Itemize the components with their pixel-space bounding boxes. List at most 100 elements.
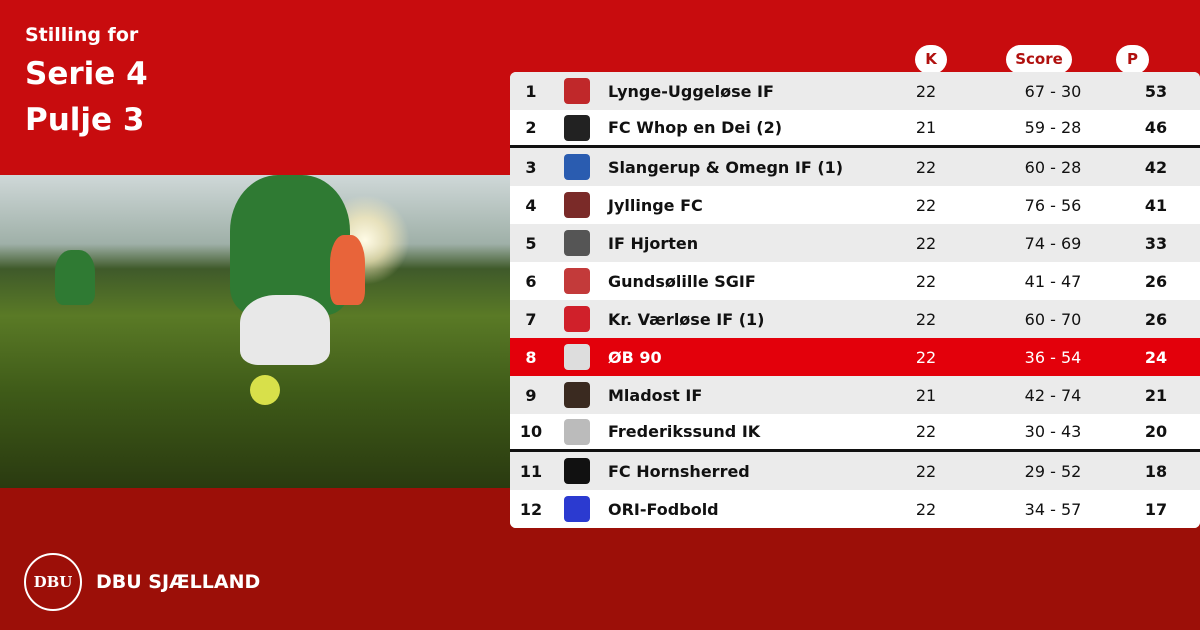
team-name: Frederikssund IK: [608, 422, 761, 441]
team-name: Lynge-Uggeløse IF: [608, 81, 774, 101]
score-cell: 76 - 56: [1024, 195, 1082, 215]
team-logo-icon: [564, 344, 590, 370]
team-name: IF Hjorten: [608, 233, 699, 253]
points-cell: 33: [1144, 233, 1168, 253]
points-cell: 53: [1144, 81, 1168, 101]
matches-cell: 21: [915, 118, 937, 137]
dbu-seal-logo: DBU: [24, 553, 82, 611]
title-series: Serie 4: [25, 56, 148, 92]
position-cell: 10: [519, 422, 543, 441]
team-logo-icon: [564, 230, 590, 256]
team-name: FC Whop en Dei (2): [608, 118, 783, 137]
team-name: ØB 90: [608, 347, 662, 367]
score-cell: 60 - 28: [1024, 157, 1082, 177]
matches-cell: 22: [915, 347, 937, 367]
column-header-score: Score: [1006, 45, 1072, 74]
team-name: Mladost IF: [608, 385, 703, 405]
points-cell: 17: [1144, 499, 1168, 519]
team-logo-icon: [564, 268, 590, 294]
team-name: Kr. Værløse IF (1): [608, 309, 765, 329]
table-row: 11 FC Hornsherred 22 29 - 52 18: [510, 452, 1200, 490]
table-row: 10 Frederikssund IK 22 30 - 43 20: [510, 414, 1200, 452]
score-cell: 36 - 54: [1024, 347, 1082, 367]
position-cell: 11: [519, 461, 543, 481]
matches-cell: 22: [915, 271, 937, 291]
position-cell: 9: [525, 385, 537, 405]
matches-cell: 21: [915, 385, 937, 405]
matches-cell: 22: [915, 422, 937, 441]
position-cell: 6: [525, 271, 537, 291]
position-cell: 4: [525, 195, 537, 215]
table-row: 1 Lynge-Uggeløse IF 22 67 - 30 53: [510, 72, 1200, 110]
table-row: 7 Kr. Værløse IF (1) 22 60 - 70 26: [510, 300, 1200, 338]
position-cell: 8: [525, 347, 537, 367]
matches-cell: 22: [915, 81, 937, 101]
standings-table: 1 Lynge-Uggeløse IF 22 67 - 30 53 2 FC Whop en…: [510, 72, 1200, 528]
points-cell: 18: [1144, 461, 1168, 481]
ball: [250, 375, 280, 405]
score-cell: 41 - 47: [1024, 271, 1082, 291]
seal-text: DBU: [33, 573, 73, 591]
team-logo-icon: [564, 78, 590, 104]
score-cell: 74 - 69: [1024, 233, 1082, 253]
team-logo-icon: [564, 154, 590, 180]
table-row: 5 IF Hjorten 22 74 - 69 33: [510, 224, 1200, 262]
title-block: Stilling for Serie 4 Pulje 3: [25, 22, 148, 138]
score-cell: 60 - 70: [1024, 309, 1082, 329]
brand-name: DBU SJÆLLAND: [96, 571, 261, 593]
team-name: FC Hornsherred: [608, 461, 750, 481]
matches-cell: 22: [915, 499, 937, 519]
matches-cell: 22: [915, 157, 937, 177]
football-photo: [0, 175, 510, 488]
team-name: Gundsølille SGIF: [608, 271, 756, 291]
team-logo-icon: [564, 496, 590, 522]
matches-cell: 22: [915, 309, 937, 329]
table-row: 8 ØB 90 22 36 - 54 24: [510, 338, 1200, 376]
points-cell: 24: [1144, 347, 1168, 367]
table-row: 2 FC Whop en Dei (2) 21 59 - 28 46: [510, 110, 1200, 148]
player-shorts: [240, 295, 330, 365]
points-cell: 26: [1144, 271, 1168, 291]
points-cell: 26: [1144, 309, 1168, 329]
column-header-p: P: [1116, 45, 1149, 74]
team-logo-icon: [564, 114, 590, 141]
team-logo-icon: [564, 306, 590, 332]
table-row: 9 Mladost IF 21 42 - 74 21: [510, 376, 1200, 414]
points-cell: 41: [1144, 195, 1168, 215]
table-row: 4 Jyllinge FC 22 76 - 56 41: [510, 186, 1200, 224]
team-name: Jyllinge FC: [608, 195, 703, 215]
table-row: 12 ORI-Fodbold 22 34 - 57 17: [510, 490, 1200, 528]
team-logo-icon: [564, 192, 590, 218]
position-cell: 7: [525, 309, 537, 329]
score-cell: 59 - 28: [1024, 118, 1082, 137]
team-name: Slangerup & Omegn IF (1): [608, 157, 844, 177]
matches-cell: 22: [915, 233, 937, 253]
matches-cell: 22: [915, 461, 937, 481]
footer: DBU DBU SJÆLLAND: [24, 553, 260, 611]
score-cell: 29 - 52: [1024, 461, 1082, 481]
player-figure: [330, 235, 365, 305]
matches-cell: 22: [915, 195, 937, 215]
title-pool: Pulje 3: [25, 102, 145, 138]
score-cell: 34 - 57: [1024, 499, 1082, 519]
points-cell: 42: [1144, 157, 1168, 177]
table-row: 6 Gundsølille SGIF 22 41 - 47 26: [510, 262, 1200, 300]
table-row: 3 Slangerup & Omegn IF (1) 22 60 - 28 42: [510, 148, 1200, 186]
position-cell: 12: [519, 499, 543, 519]
column-header-k: K: [915, 45, 947, 74]
points-cell: 46: [1144, 118, 1168, 137]
team-logo-icon: [564, 418, 590, 445]
score-cell: 42 - 74: [1024, 385, 1082, 405]
position-cell: 2: [525, 118, 537, 137]
points-cell: 20: [1144, 422, 1168, 441]
title-intro: Stilling for: [25, 24, 139, 46]
position-cell: 1: [525, 81, 537, 101]
position-cell: 5: [525, 233, 537, 253]
team-logo-icon: [564, 382, 590, 408]
team-logo-icon: [564, 458, 590, 484]
score-cell: 30 - 43: [1024, 422, 1082, 441]
team-name: ORI-Fodbold: [608, 499, 719, 519]
score-cell: 67 - 30: [1024, 81, 1082, 101]
points-cell: 21: [1144, 385, 1168, 405]
position-cell: 3: [525, 157, 537, 177]
